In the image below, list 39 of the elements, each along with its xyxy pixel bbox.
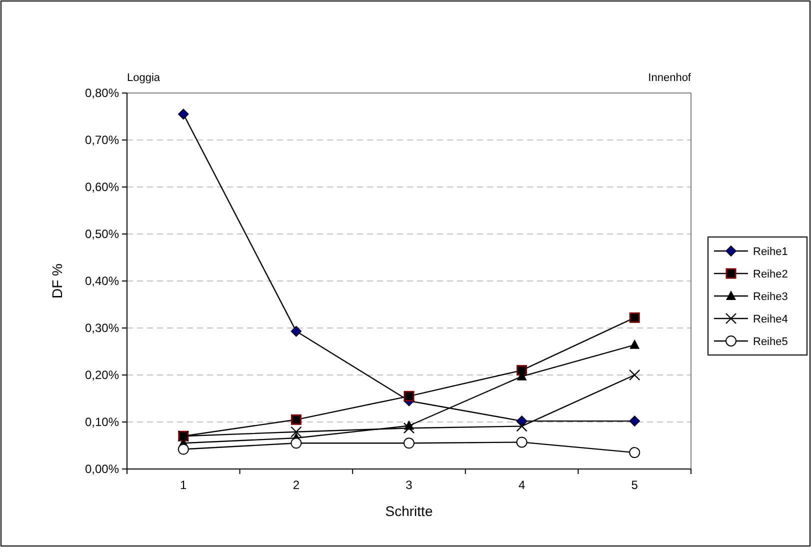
legend-label: Reihe2 [753,268,788,280]
legend-label: Reihe4 [753,313,788,326]
point [290,414,302,425]
point [629,447,640,458]
point [178,108,189,120]
x-axis-title: Schritte [385,503,433,519]
point [516,436,528,448]
point [290,426,302,438]
point [629,416,640,426]
y-tick-label: 0,30% [84,321,120,336]
point [404,438,414,449]
point [290,326,302,337]
x-tick-label: 1 [180,478,188,492]
text: Innenhof [648,72,692,84]
x-tick-label: 4 [518,478,526,492]
y-tick-label: 0,00% [84,462,120,476]
x-tick-label: 3 [406,478,413,492]
y-tick-label: 0,60% [84,180,120,194]
legend-label: Reihe1 [753,246,788,258]
y-tick-label: 0,50% [84,227,120,242]
x-tick-label: 2 [292,478,300,492]
y-tick-label: 0,10% [84,415,120,430]
legend-label: Reihe3 [753,290,788,303]
point [629,312,640,323]
y-tick-label: 0,20% [84,368,120,382]
point [630,339,640,349]
x-tick-label: 5 [631,478,638,492]
text: Loggia [127,72,161,84]
point [178,444,189,455]
y-tick-label: 0,80% [84,86,120,100]
y-tick-label: 0,70% [84,133,120,148]
point [629,369,640,381]
point [404,390,414,402]
point [290,438,302,449]
y-axis-title: DF % [49,264,65,298]
y-tick-label: 0,40% [84,274,120,288]
point [516,420,528,432]
legend-label: Reihe5 [753,336,788,348]
point [403,422,415,434]
